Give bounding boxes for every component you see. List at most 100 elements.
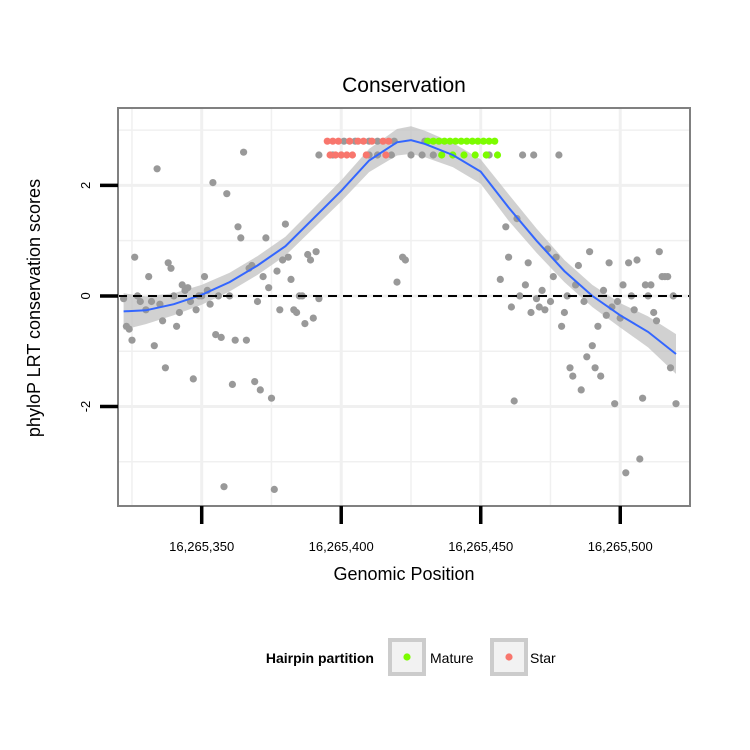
- point-other: [228, 380, 236, 388]
- point-other: [256, 386, 264, 394]
- point-other: [625, 259, 633, 267]
- point-other: [496, 275, 504, 283]
- point-other: [594, 322, 602, 330]
- point-other: [340, 137, 348, 145]
- axes: 16,265,350 16,265,400 16,265,450 16,265,500…: [78, 182, 653, 554]
- point-other: [569, 372, 577, 380]
- point-other: [242, 336, 250, 344]
- point-other: [588, 342, 596, 350]
- point-other: [131, 253, 139, 261]
- point-mature: [474, 137, 482, 145]
- point-other: [602, 311, 610, 319]
- point-other: [647, 281, 655, 289]
- point-other: [535, 303, 543, 311]
- point-mature: [424, 137, 432, 145]
- point-other: [664, 273, 672, 281]
- point-mature: [485, 137, 493, 145]
- point-other: [293, 308, 301, 317]
- point-other: [613, 297, 622, 306]
- point-other: [633, 256, 641, 264]
- point-other: [591, 364, 599, 372]
- point-other: [159, 317, 167, 325]
- point-star: [346, 137, 354, 145]
- point-other: [273, 267, 281, 275]
- point-mature: [460, 151, 468, 159]
- point-other: [184, 284, 192, 292]
- point-other: [220, 483, 228, 491]
- point-other: [655, 248, 663, 256]
- point-other: [192, 306, 200, 314]
- point-other: [178, 281, 186, 289]
- point-other: [527, 308, 535, 317]
- legend-label-star: Star: [530, 650, 556, 666]
- point-other: [259, 273, 267, 281]
- point-other: [312, 248, 320, 256]
- point-other: [304, 250, 312, 259]
- x-tick-label: 16,265,400: [309, 539, 374, 554]
- point-other: [217, 333, 225, 341]
- x-tick-label: 16,265,350: [169, 539, 234, 554]
- point-other: [630, 306, 638, 314]
- point-other: [605, 259, 613, 267]
- point-other: [240, 148, 248, 156]
- point-other: [560, 308, 569, 317]
- point-star: [348, 151, 356, 159]
- point-other: [170, 292, 178, 300]
- point-other: [262, 234, 270, 242]
- point-other: [516, 292, 524, 300]
- point-mature: [440, 137, 449, 145]
- point-other: [549, 273, 557, 281]
- legend-swatch-mature: [403, 653, 411, 661]
- point-other: [622, 469, 630, 477]
- point-other: [153, 165, 161, 173]
- point-other: [267, 394, 276, 402]
- point-mature: [457, 137, 465, 145]
- point-other: [206, 300, 214, 308]
- point-other: [212, 331, 220, 339]
- point-mature: [479, 137, 488, 145]
- point-other: [309, 314, 317, 322]
- point-other: [253, 297, 262, 306]
- point-other: [574, 261, 583, 270]
- point-other: [541, 306, 549, 314]
- point-other: [519, 151, 527, 159]
- point-star: [329, 137, 337, 145]
- point-other: [538, 286, 546, 294]
- point-star: [334, 137, 342, 145]
- point-mature: [493, 151, 502, 159]
- point-mature: [438, 151, 446, 159]
- point-mature: [468, 137, 476, 145]
- point-other: [373, 137, 382, 145]
- point-other: [429, 151, 437, 159]
- point-other: [128, 336, 136, 344]
- point-other: [558, 322, 566, 330]
- point-other: [597, 372, 605, 380]
- point-other: [223, 190, 231, 198]
- point-mature: [471, 151, 479, 159]
- point-star: [359, 137, 368, 145]
- point-other: [214, 292, 222, 300]
- point-other: [639, 394, 647, 402]
- point-other: [586, 248, 594, 256]
- point-other: [161, 364, 169, 372]
- point-other: [231, 336, 239, 344]
- point-other: [281, 220, 289, 228]
- point-other: [611, 400, 619, 408]
- point-mature: [491, 137, 499, 145]
- point-other: [619, 281, 627, 289]
- point-star: [323, 137, 331, 145]
- point-other: [125, 325, 133, 333]
- point-other: [315, 151, 323, 159]
- y-tick-label: 2: [78, 182, 93, 189]
- point-other: [387, 151, 395, 159]
- point-other: [555, 151, 563, 159]
- plot-panel: [117, 107, 691, 507]
- point-other: [173, 322, 181, 330]
- point-other: [672, 400, 680, 408]
- point-other: [650, 308, 658, 317]
- point-other: [507, 303, 515, 311]
- x-tick-label: 16,265,450: [448, 539, 513, 554]
- legend-label-mature: Mature: [430, 650, 474, 666]
- point-star: [332, 151, 340, 159]
